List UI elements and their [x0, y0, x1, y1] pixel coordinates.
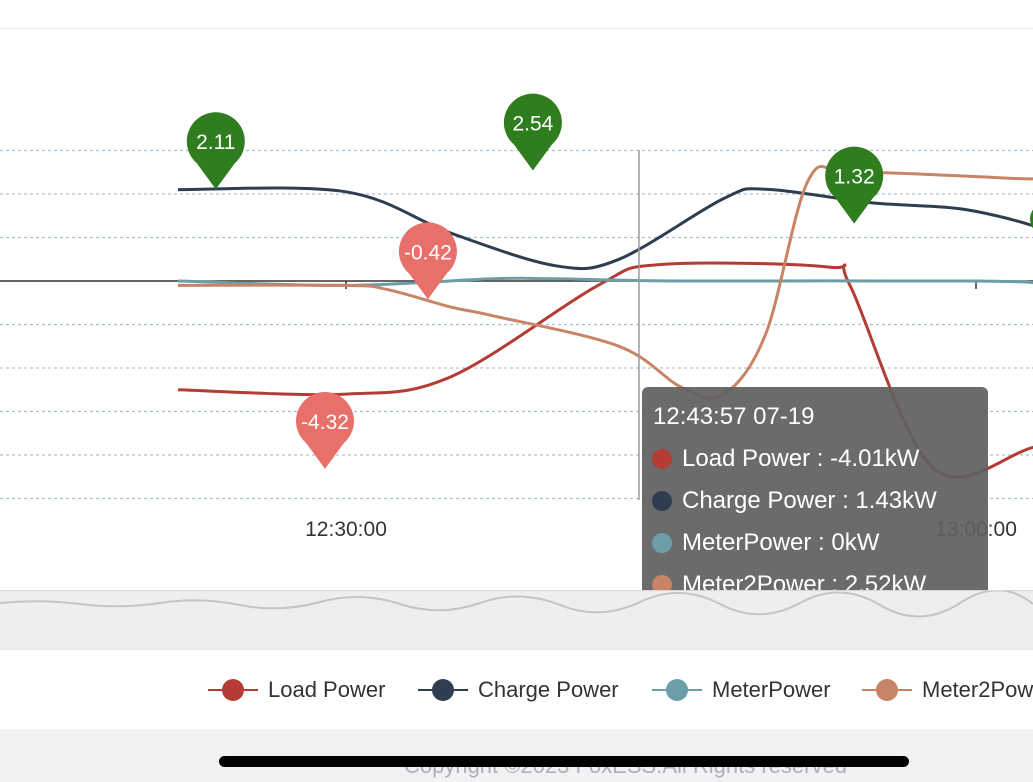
tooltip-row-text: Load Power : -4.01kW — [682, 445, 920, 472]
series-layer — [177, 165, 1033, 479]
tooltip-row-load-power: Load Power : -4.01kW — [652, 444, 919, 474]
zoom-preview-wave — [0, 591, 1033, 618]
legend-swatch — [862, 678, 914, 702]
markpoint-max: 2.54 — [503, 93, 562, 171]
chart-legend: Load Power Charge Power MeterPower Meter… — [0, 649, 1033, 730]
legend-item-load-power[interactable]: Load Power — [208, 677, 386, 702]
markpoint-pin — [1030, 209, 1033, 229]
legend-label: Charge Power — [478, 677, 619, 702]
tooltip-dot — [652, 449, 672, 469]
power-line-chart[interactable]: 12:30:0013:00:00 2.112.541.32-0.42-4.32 — [0, 0, 1033, 590]
markpoint-label: -0.42 — [404, 241, 452, 264]
markpoint-pin — [825, 146, 884, 224]
markpoint-label: -4.32 — [301, 411, 349, 434]
legend-label: MeterPower — [712, 677, 831, 702]
tooltip-row-text: MeterPower : 0kW — [682, 529, 880, 556]
markpoint-pin — [503, 93, 562, 171]
tooltip-dot — [652, 533, 672, 553]
markpoint-max: 2.11 — [186, 112, 245, 190]
series-line-meter2power — [177, 165, 1033, 400]
tooltip-dot — [652, 491, 672, 511]
tooltip-row-meter-power: MeterPower : 0kW — [652, 528, 879, 558]
legend-swatch — [208, 678, 260, 702]
markpoint-pin — [398, 222, 457, 300]
legend-label: Meter2Power — [922, 677, 1033, 702]
markpoint-min: -4.32 — [296, 392, 354, 469]
legend-swatch — [418, 678, 470, 702]
tooltip-time: 12:43:57 07-19 — [653, 403, 815, 430]
home-indicator — [219, 756, 909, 767]
series-line-charge-power — [177, 186, 1033, 271]
markpoint-label: 2.11 — [196, 131, 235, 154]
legend-label: Load Power — [268, 677, 386, 702]
legend-swatch — [652, 678, 704, 702]
series-line-meterpower — [177, 276, 1033, 287]
tooltip-row-text: Charge Power : 1.43kW — [682, 487, 937, 514]
markpoint-label: 1.32 — [834, 166, 875, 189]
x-tick-label: 12:30:00 — [305, 518, 387, 541]
markpoint-pin — [296, 392, 354, 469]
page-footer: Copyright ©2023 FoxESS.All Rights reserv… — [0, 729, 1033, 782]
markpoint-min: -0.42 — [398, 222, 457, 300]
legend-item-meter2-power[interactable]: Meter2Power — [862, 677, 1033, 702]
series-line-load-power — [177, 261, 1033, 479]
markpoint-label: 2.54 — [512, 113, 553, 136]
markpoint-partial — [1030, 209, 1033, 229]
marker-layer: 2.11 2.54 1.32 -0.42 -4.32 — [186, 93, 1033, 469]
chart-top-border — [0, 28, 1033, 29]
tooltip-row-charge-power: Charge Power : 1.43kW — [652, 486, 937, 516]
legend-item-meter-power[interactable]: MeterPower — [652, 677, 831, 702]
data-zoom-slider[interactable] — [0, 590, 1033, 649]
markpoint-pin — [186, 112, 245, 190]
legend-item-charge-power[interactable]: Charge Power — [418, 677, 619, 702]
chart-tooltip: 12:43:57 07-19 Load Power : -4.01kW Char… — [642, 387, 988, 615]
markpoint-max: 1.32 — [825, 146, 884, 224]
